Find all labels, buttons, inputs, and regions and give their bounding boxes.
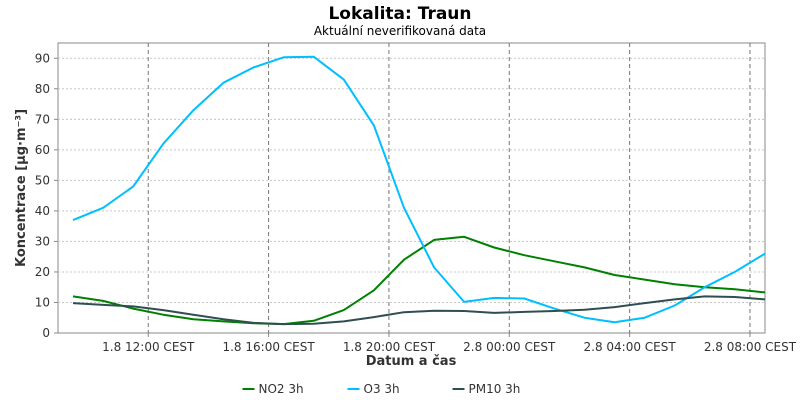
legend: NO2 3h O3 3h PM10 3h	[242, 382, 521, 396]
grid-layer	[58, 43, 765, 333]
x-tick-label: 1.8 16:00 CEST	[222, 340, 315, 354]
y-tick-label: 60	[35, 143, 50, 157]
plot-area	[57, 42, 766, 334]
y-tick-label: 90	[35, 51, 50, 65]
y-tick-label: 40	[35, 204, 50, 218]
y-tick-label: 0	[42, 326, 50, 340]
series-line-o3-3h	[72, 55, 766, 324]
y-tick-label: 70	[35, 112, 50, 126]
x-tick-label: 1.8 20:00 CEST	[343, 340, 436, 354]
chart-title: Lokalita: Traun	[328, 4, 471, 24]
legend-label-no2-3h: NO2 3h	[259, 382, 304, 396]
y-axis-ticks: 0 10 20 30 40 50 60 70 80 90	[35, 51, 58, 340]
series-line-pm10-3h	[72, 295, 766, 326]
x-axis-ticks: 1.8 12:00 CEST 1.8 16:00 CEST 1.8 20:00 CE…	[102, 333, 797, 354]
y-tick-label: 80	[35, 82, 50, 96]
x-axis-label: Datum a čas	[366, 354, 457, 369]
x-tick-label: 2.8 00:00 CEST	[463, 340, 556, 354]
y-tick-label: 30	[35, 234, 50, 248]
series-line-no2-3h	[72, 235, 766, 326]
y-tick-label: 10	[35, 295, 50, 309]
legend-label-pm10-3h: PM10 3h	[469, 382, 521, 396]
y-axis-label: Koncentrace [µg·m⁻³]	[14, 109, 29, 267]
x-tick-label: 2.8 08:00 CEST	[704, 340, 797, 354]
legend-label-o3-3h: O3 3h	[364, 382, 400, 396]
x-tick-label: 2.8 04:00 CEST	[584, 340, 677, 354]
chart-subtitle: Aktuální neverifikovaná data	[314, 24, 486, 38]
series-layer	[72, 55, 766, 326]
y-tick-label: 20	[35, 265, 50, 279]
x-tick-label: 1.8 12:00 CEST	[102, 340, 195, 354]
y-tick-label: 50	[35, 173, 50, 187]
